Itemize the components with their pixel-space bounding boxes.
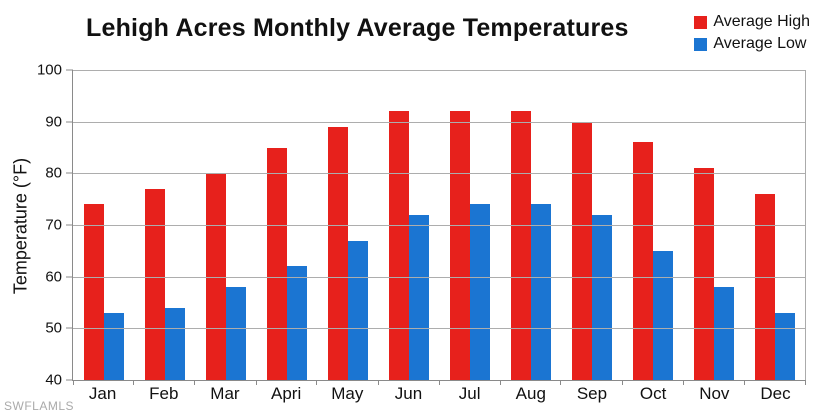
- y-tick-label-50: 50: [45, 319, 62, 337]
- bar-average-high-may: [327, 126, 348, 380]
- x-label-jan: Jan: [88, 384, 117, 403]
- x-tick-mark-3: [255, 380, 257, 385]
- bar-average-high-apri: [266, 147, 287, 380]
- bar-average-low-nov: [713, 287, 734, 380]
- watermark: SWFLAMLS: [4, 399, 75, 413]
- x-label-dec: Dec: [760, 384, 791, 403]
- legend: Average High Average Low: [694, 13, 810, 53]
- x-label-jun: Jun: [394, 384, 423, 403]
- legend-label-average-low: Average Low: [713, 35, 807, 52]
- y-tick-label-80: 80: [45, 164, 62, 182]
- bar-average-high-dec: [754, 194, 775, 380]
- x-axis-labels: Jan Feb Mar Apri May Jun Jul Aug Sep Oct Nov Dec: [72, 384, 806, 404]
- x-tick-mark-11: [743, 380, 745, 385]
- y-tick-mark-90: [66, 121, 73, 123]
- y-tick-mark-40: [66, 379, 73, 381]
- x-tick-mark-0: [72, 380, 74, 385]
- plot-area: 40 50 60 70 80 90 100: [37, 63, 806, 388]
- bar-average-low-feb: [164, 307, 185, 380]
- bar-group-oct: [622, 70, 683, 380]
- bar-group-feb: [134, 70, 195, 380]
- bar-average-low-oct: [652, 250, 673, 380]
- chart-title: Lehigh Acres Monthly Average Temperature…: [86, 14, 629, 42]
- legend-item-average-high: Average High: [694, 13, 810, 31]
- bar-group-jan: [73, 70, 134, 380]
- bar-average-high-sep: [571, 121, 592, 380]
- bar-group-jul: [439, 70, 500, 380]
- bar-group-nov: [683, 70, 744, 380]
- bar-average-low-dec: [774, 312, 795, 380]
- bar-average-low-sep: [591, 214, 612, 380]
- bar-average-high-feb: [144, 188, 165, 380]
- legend-label-average-high: Average High: [713, 13, 810, 30]
- y-tick-mark-80: [66, 172, 73, 174]
- x-tick-mark-9: [621, 380, 623, 385]
- bar-average-high-jun: [388, 111, 409, 380]
- bar-average-low-jun: [408, 214, 429, 380]
- x-label-sep: Sep: [576, 384, 608, 403]
- legend-swatch-low-icon: [694, 37, 708, 51]
- x-tick-mark-6: [438, 380, 440, 385]
- bar-average-low-jul: [469, 204, 490, 380]
- y-tick-label-90: 90: [45, 113, 62, 131]
- grid-line-80: [73, 173, 805, 175]
- bar-group-may: [317, 70, 378, 380]
- bar-group-aug: [500, 70, 561, 380]
- x-tick-mark-8: [560, 380, 562, 385]
- y-tick-mark-50: [66, 327, 73, 329]
- y-tick-label-40: 40: [45, 371, 62, 389]
- y-tick-mark-70: [66, 224, 73, 226]
- bar-groups: [73, 70, 805, 380]
- bar-group-jun: [378, 70, 439, 380]
- bar-group-apri: [256, 70, 317, 380]
- x-tick-mark-5: [377, 380, 379, 385]
- bar-average-high-aug: [510, 111, 531, 380]
- bar-average-high-nov: [693, 168, 714, 380]
- y-tick-mark-60: [66, 276, 73, 278]
- bar-average-low-jan: [103, 312, 124, 380]
- x-label-oct: Oct: [639, 384, 667, 403]
- x-tick-mark-4: [316, 380, 318, 385]
- y-tick-mark-100: [66, 69, 73, 71]
- x-label-mar: Mar: [210, 384, 240, 403]
- x-label-aug: Aug: [515, 384, 546, 403]
- legend-swatch-high-icon: [694, 15, 708, 29]
- bar-average-high-oct: [632, 142, 653, 380]
- y-tick-label-60: 60: [45, 268, 62, 286]
- x-tick-mark-1: [133, 380, 135, 385]
- x-label-may: May: [331, 384, 364, 403]
- x-label-jul: Jul: [458, 384, 481, 403]
- y-tick-label-70: 70: [45, 216, 62, 234]
- bar-average-high-jan: [83, 204, 104, 380]
- bar-average-low-aug: [530, 204, 551, 380]
- grid-line-50: [73, 328, 805, 330]
- grid-line-100: [73, 70, 805, 71]
- legend-item-average-low: Average Low: [694, 35, 810, 53]
- x-label-apri: Apri: [270, 384, 302, 403]
- bar-average-low-may: [347, 240, 368, 380]
- grid-line-70: [73, 225, 805, 226]
- x-tick-mark-2: [194, 380, 196, 385]
- y-tick-label-100: 100: [36, 61, 62, 79]
- x-label-nov: Nov: [699, 384, 730, 403]
- x-label-feb: Feb: [149, 384, 179, 403]
- bar-average-high-jul: [449, 111, 470, 380]
- bar-group-sep: [561, 70, 622, 380]
- grid-line-60: [73, 276, 805, 278]
- x-tick-mark-7: [499, 380, 501, 385]
- bar-average-low-apri: [286, 266, 307, 380]
- bar-group-dec: [744, 70, 805, 380]
- bar-average-low-mar: [225, 287, 246, 380]
- x-tick-mark-12: [804, 380, 806, 385]
- x-tick-mark-10: [682, 380, 684, 385]
- y-axis-title: Temperature (°F): [10, 157, 31, 295]
- grid-line-90: [73, 121, 805, 123]
